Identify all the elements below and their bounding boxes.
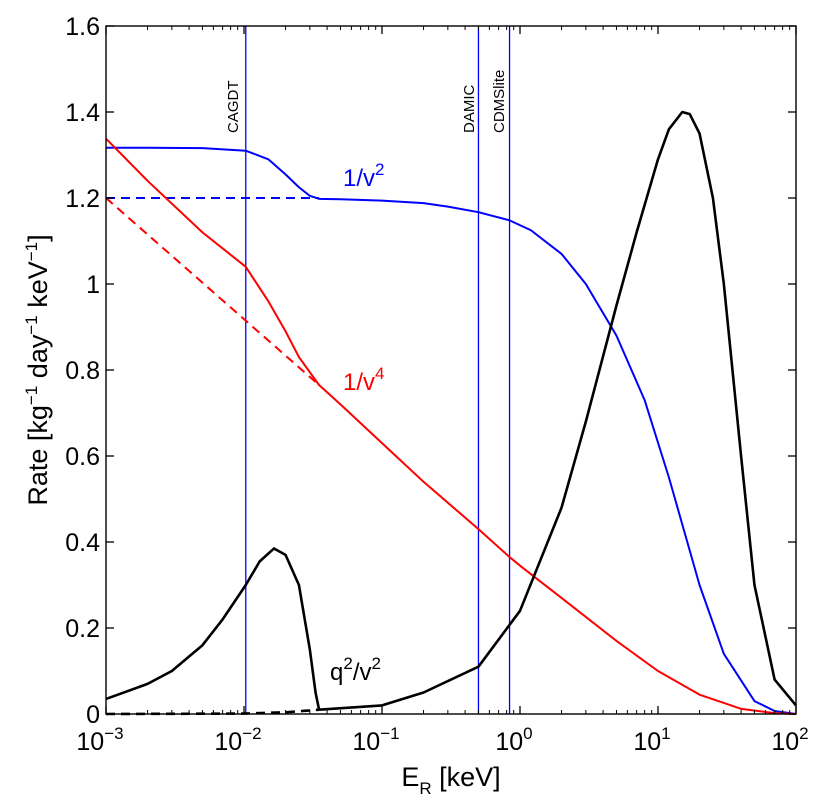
series-layer	[105, 110, 798, 716]
series-line-4	[105, 547, 321, 710]
vertical-lines-layer	[245, 26, 511, 714]
x-tick-label: 10−1	[352, 724, 399, 756]
ticks-layer: 10−3 10−2 10−1 100 101 102 0 0.2 0.4 0.6 0.8 1 1.2 1.…	[65, 13, 808, 756]
vline-label-cdmslite: CDMSlite	[491, 70, 508, 133]
y-tick-label: 1.2	[65, 185, 100, 213]
y-tick-label: 1.4	[65, 99, 100, 127]
series-line-6	[105, 708, 320, 716]
labels-layer: 1/v2 1/v4 q2/v2 CAGDT DAMIC CDMSlite ER …	[22, 70, 508, 798]
curve-label-1-over-v2: 1/v2	[343, 160, 384, 192]
curve-label-q2-over-v2: q2/v2	[330, 654, 381, 686]
y-axis-label: Rate [kg−1 day−1 keV−1]	[22, 234, 53, 505]
x-tick-label: 10−3	[76, 724, 123, 756]
y-tick-label: 0.2	[65, 615, 100, 643]
x-tick-label: 101	[633, 724, 670, 756]
x-tick-label: 10−2	[214, 724, 261, 756]
series-line-3	[105, 197, 320, 386]
y-tick-label: 0	[86, 701, 100, 729]
series-line-5	[318, 110, 798, 711]
vline-label-damic: DAMIC	[461, 85, 478, 134]
series-line-2	[105, 137, 797, 715]
y-tick-label: 0.4	[65, 529, 100, 557]
vline-label-cagdt: CAGDT	[225, 81, 242, 134]
curve-label-1-over-v4: 1/v4	[343, 364, 384, 396]
y-tick-label: 0.8	[65, 357, 100, 385]
x-tick-label: 102	[771, 724, 808, 756]
y-tick-label: 1	[86, 271, 100, 299]
y-tick-label: 1.6	[65, 13, 100, 41]
plot-frame	[105, 25, 797, 715]
x-axis-label: ER [keV]	[401, 762, 500, 798]
y-tick-label: 0.6	[65, 443, 100, 471]
series-line-0	[106, 146, 797, 715]
x-tick-label: 100	[495, 724, 532, 756]
